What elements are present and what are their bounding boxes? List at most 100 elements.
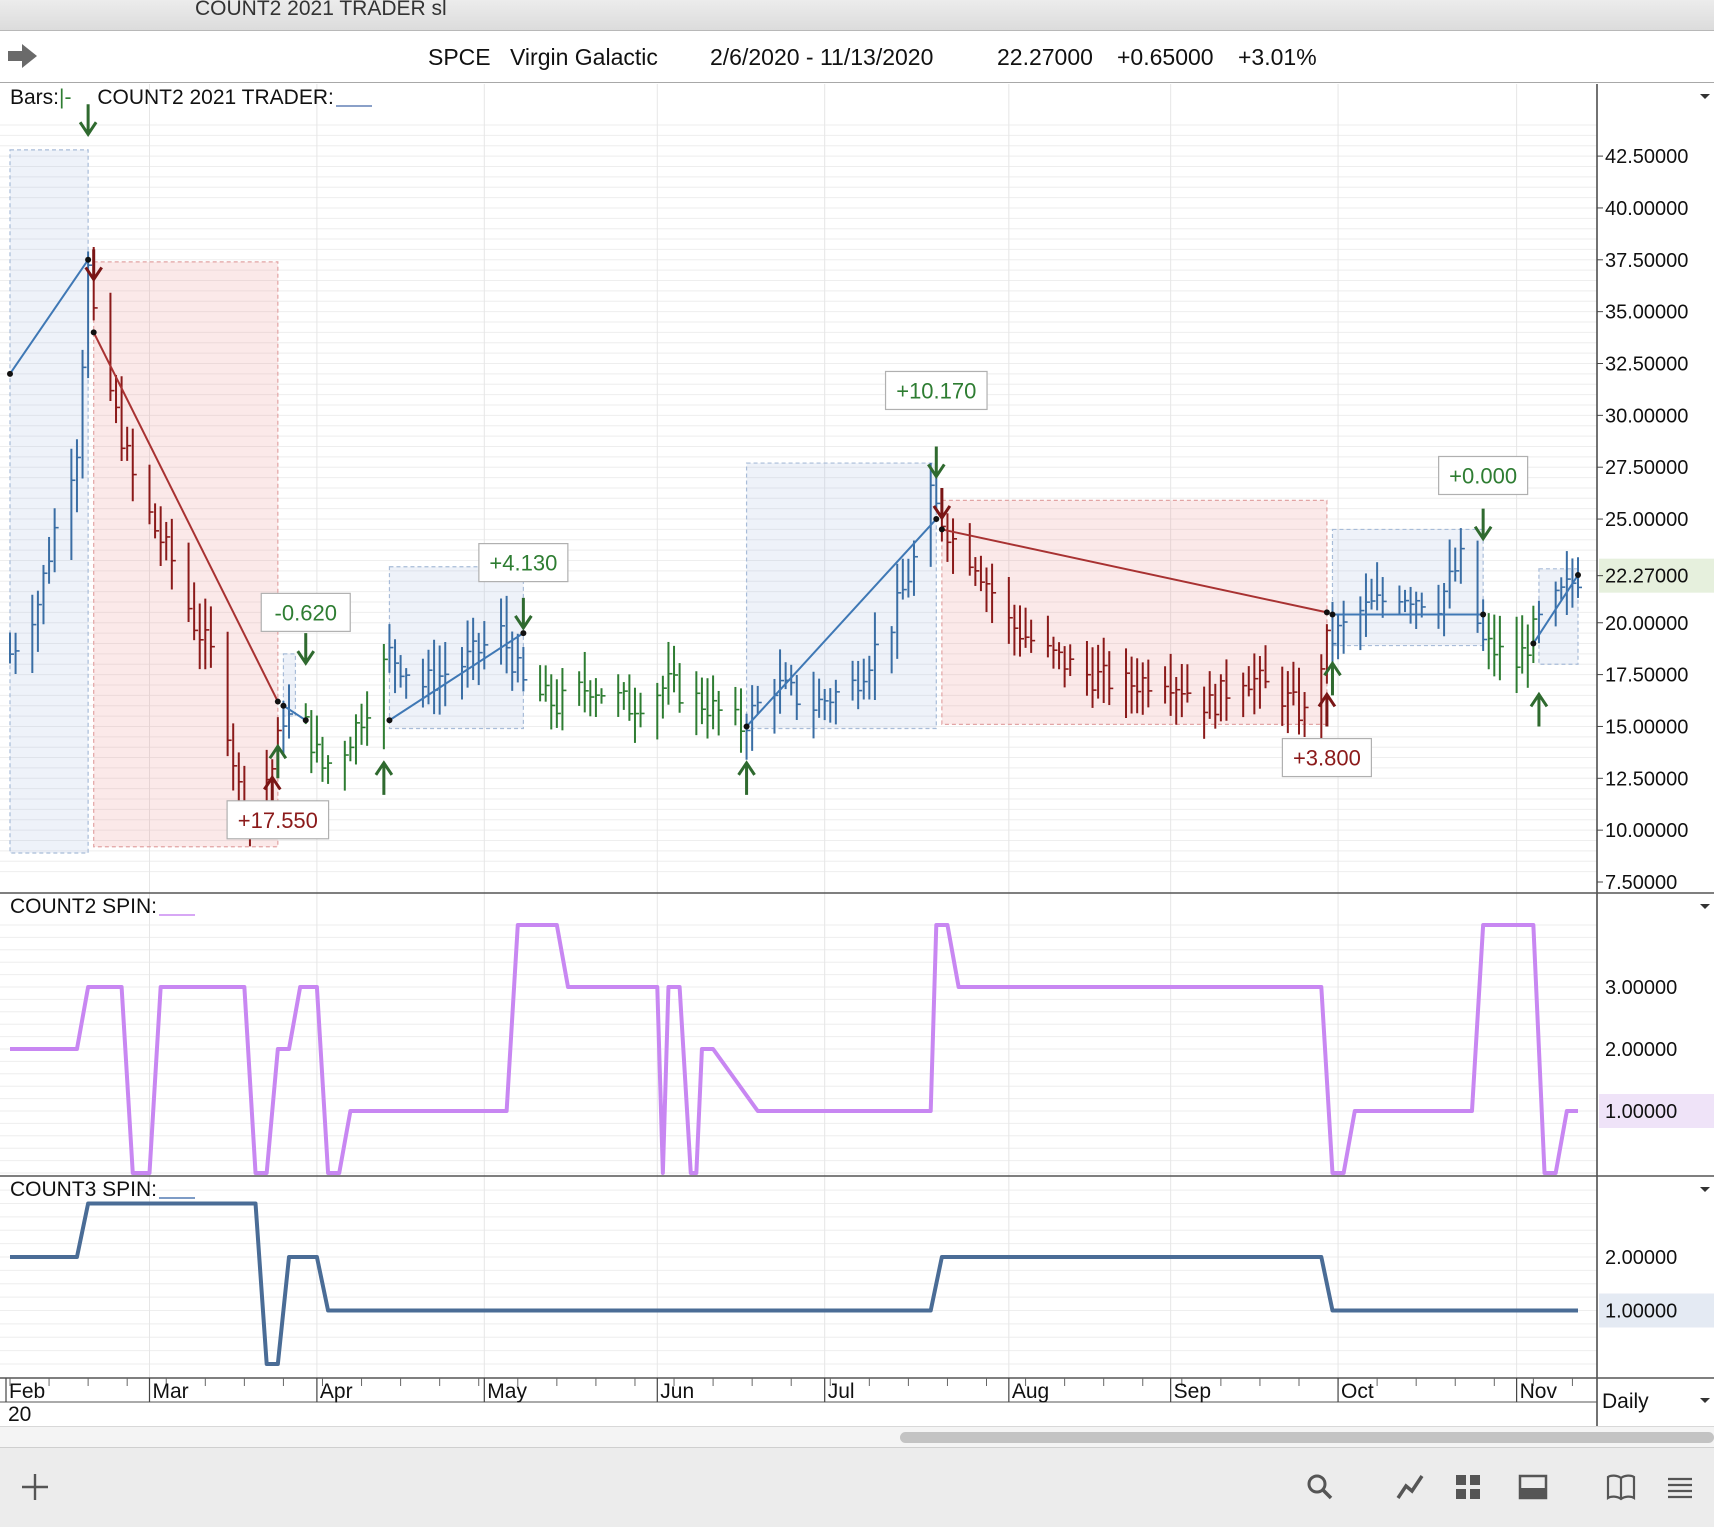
y-axis-background: [1597, 84, 1714, 1378]
x-tick-label: Feb: [9, 1380, 45, 1403]
y-tick-label: 15.00000: [1605, 716, 1688, 738]
signal-arrow-down: [84, 249, 103, 283]
bars-style: |-: [59, 86, 72, 109]
spin3-label: COUNT3 SPIN:: [10, 1178, 158, 1201]
line-chart-icon[interactable]: [1394, 1470, 1428, 1504]
x-tick-label: May: [487, 1380, 527, 1403]
y-tick-label: 25.00000: [1605, 509, 1688, 531]
trade-point: [274, 698, 281, 705]
period-selector[interactable]: Daily: [1602, 1390, 1649, 1413]
x-tick-label: Sep: [1174, 1380, 1211, 1403]
trade-label-box: [478, 543, 569, 583]
book-icon[interactable]: [1604, 1470, 1638, 1504]
x-tick-label: Oct: [1341, 1380, 1374, 1403]
indicator-swatch: [335, 105, 372, 107]
y-tick-label: 17.50000: [1605, 665, 1688, 687]
count2-spin-plot: [10, 923, 1578, 1175]
plus-icon[interactable]: [18, 1470, 52, 1504]
chart-header: SPCE Virgin Galactic 2/6/2020 - 11/13/20…: [0, 31, 1714, 83]
price-pane-label[interactable]: Bars:|- COUNT2 2021 TRADER:: [10, 86, 372, 110]
window-title: COUNT2 2021 TRADER sl: [195, 0, 447, 20]
y-tick-label: 10.00000: [1605, 820, 1688, 842]
trade-box: [9, 149, 89, 854]
trade-lines: [7, 256, 1581, 730]
y-tick-label: 40.00000: [1605, 198, 1688, 220]
x-year-label: 20: [8, 1403, 31, 1426]
signal-arrow-down: [514, 597, 533, 631]
pane-menu-icon: [1700, 94, 1710, 99]
signal-arrow-up: [737, 760, 756, 795]
gridlines: [0, 84, 1714, 1378]
spin3-tick-label: 2.00000: [1605, 1247, 1677, 1269]
trade-label: -0.620: [275, 600, 337, 625]
company-name: Virgin Galactic: [510, 44, 658, 70]
trade-label-box: [1438, 455, 1529, 496]
x-tick-label: Apr: [320, 1380, 353, 1403]
price-change-pct: +3.01%: [1238, 44, 1317, 70]
trade-line: [92, 331, 279, 703]
axes: 42.50000 40.00000 37.50000 35.00000 32.50000…: [0, 84, 1714, 1426]
spin2-pane-label[interactable]: COUNT2 SPIN:: [10, 895, 196, 919]
trade-point: [1323, 609, 1330, 616]
trade-label-box: [1281, 737, 1372, 778]
trade-point: [85, 256, 92, 263]
x-tick-label: Jun: [660, 1380, 694, 1403]
signal-arrow-down: [78, 104, 98, 137]
y-tick-label: 37.50000: [1605, 250, 1688, 272]
trade-line: [282, 704, 307, 722]
menu-icon[interactable]: [1663, 1470, 1697, 1504]
pane-menu-icon: [1700, 904, 1710, 909]
trade-box: [388, 566, 524, 730]
trade-point: [1575, 572, 1581, 579]
spin2-label: COUNT2 SPIN:: [10, 895, 158, 918]
trade-label: +4.130: [489, 551, 557, 576]
trade-label: +10.170: [896, 378, 976, 403]
trade-label: +0.000: [1449, 463, 1517, 488]
x-tick-label: Jul: [828, 1380, 855, 1403]
y-tick-label: 20.00000: [1605, 613, 1688, 635]
spin3-tick-label: 1.00000: [1605, 1301, 1677, 1323]
trade-point: [743, 723, 750, 730]
x-tick-label: Nov: [1520, 1380, 1558, 1403]
panel-icon[interactable]: [1516, 1470, 1550, 1504]
toolbar: [0, 1447, 1714, 1527]
trade-label: +3.800: [1293, 746, 1361, 771]
y-tick-label-last: 22.27000: [1605, 566, 1688, 588]
grid-icon[interactable]: [1451, 1470, 1485, 1504]
date-range: 2/6/2020 - 11/13/2020: [710, 44, 934, 70]
trade-box: [93, 261, 279, 848]
y-tick-label: 27.50000: [1605, 457, 1688, 479]
search-icon[interactable]: [1303, 1470, 1337, 1504]
signal-arrow-up: [1317, 691, 1337, 727]
spin2-tick-label: 3.00000: [1605, 977, 1677, 999]
y-tick-label: 42.50000: [1605, 146, 1688, 168]
trade-line: [1532, 574, 1579, 645]
trade-point: [90, 329, 97, 336]
price-change: +0.65000: [1117, 44, 1214, 70]
last-price-highlight: [1599, 558, 1714, 593]
trade-point: [280, 702, 287, 709]
bars-label: Bars:: [10, 86, 60, 109]
signal-arrow-up: [374, 760, 394, 795]
y-tick-label: 35.00000: [1605, 302, 1688, 324]
trade-boxes: [9, 149, 1579, 854]
pane-menu-icon: [1700, 1187, 1710, 1192]
horizontal-scrollbar[interactable]: [0, 1426, 1714, 1448]
signal-arrow-up: [1529, 691, 1549, 727]
trade-point: [520, 630, 527, 637]
trade-labels: +17.550 -0.620 +4.130 +10.170 +3.800 +0.000: [226, 370, 1529, 840]
spin2-line: [10, 923, 1578, 1175]
signal-arrow-up: [1323, 660, 1342, 696]
spin2-tick-label: 1.00000: [1605, 1101, 1677, 1123]
trade-point: [1530, 640, 1537, 647]
trade-line: [388, 632, 524, 722]
trade-label: +17.550: [238, 808, 318, 833]
y-tick-label: 30.00000: [1605, 405, 1688, 427]
scroll-thumb[interactable]: [900, 1432, 1714, 1443]
trade-point: [1480, 611, 1487, 618]
arrow-right-icon[interactable]: [8, 43, 38, 69]
spin3-pane-label[interactable]: COUNT3 SPIN:: [10, 1178, 196, 1202]
signal-arrow-up: [268, 743, 288, 779]
signal-arrow-down: [932, 487, 952, 521]
